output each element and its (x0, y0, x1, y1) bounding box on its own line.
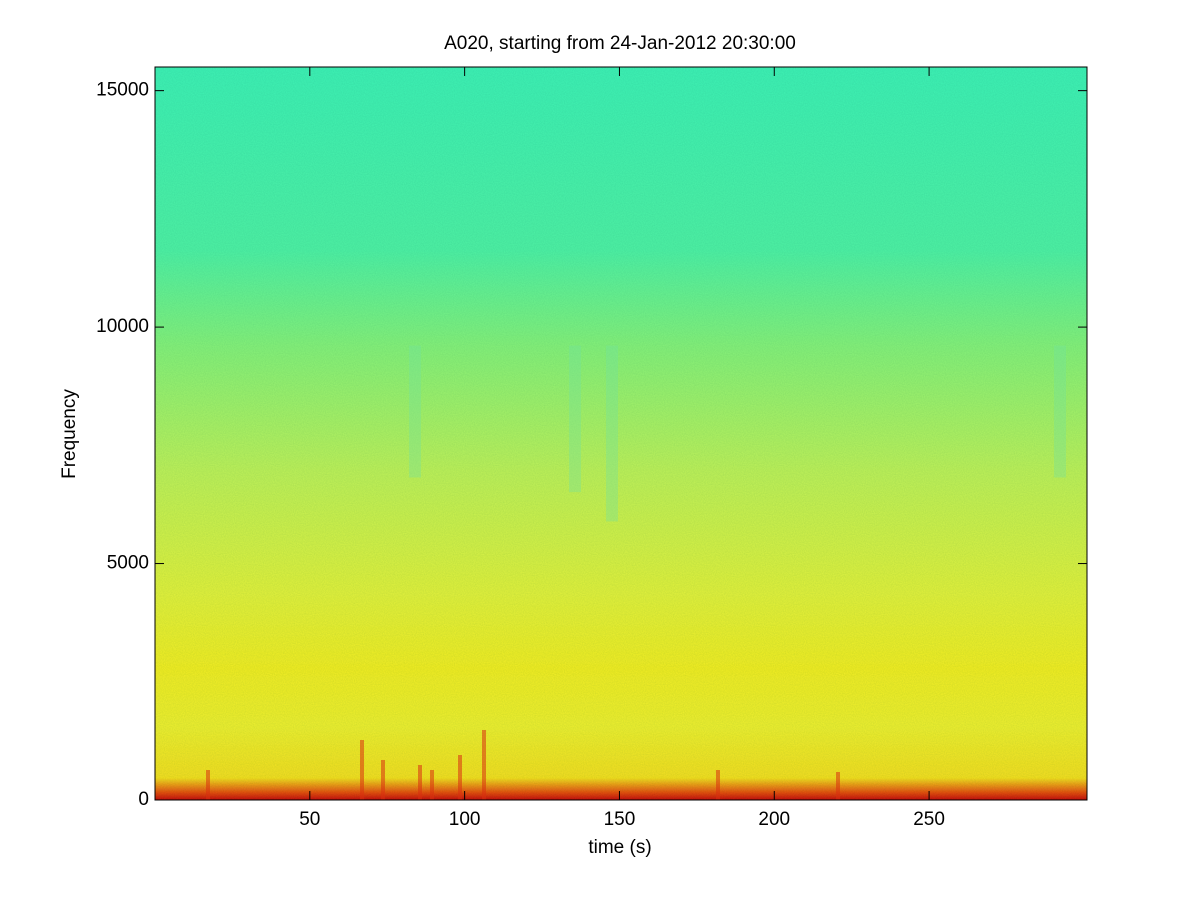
plot-area (155, 67, 1087, 800)
y-tick-label: 0 (138, 789, 149, 810)
burst (381, 760, 385, 800)
burst (458, 755, 462, 800)
burst (482, 730, 486, 800)
y-axis-label: Frequency (59, 389, 80, 479)
burst (716, 770, 720, 800)
axes-box (154, 66, 1088, 801)
x-axis-label: time (s) (588, 837, 651, 858)
streak (569, 345, 581, 493)
x-tick-label: 200 (758, 809, 790, 830)
chart-title: A020, starting from 24-Jan-2012 20:30:00 (444, 33, 796, 54)
x-tick-label: 250 (913, 809, 945, 830)
x-tick-label: 150 (604, 809, 636, 830)
burst (430, 770, 434, 800)
y-tick-label: 15000 (96, 80, 149, 101)
y-tick-label: 10000 (96, 316, 149, 337)
burst (206, 770, 210, 800)
streak (1054, 345, 1066, 478)
burst (418, 765, 422, 800)
x-tick-label: 50 (299, 809, 320, 830)
streak (409, 345, 421, 478)
burst (836, 772, 840, 800)
burst (360, 740, 364, 800)
streak (606, 345, 618, 522)
spectrogram-image (155, 67, 1087, 800)
x-tick-label: 100 (449, 809, 481, 830)
y-tick-label: 5000 (107, 553, 149, 574)
